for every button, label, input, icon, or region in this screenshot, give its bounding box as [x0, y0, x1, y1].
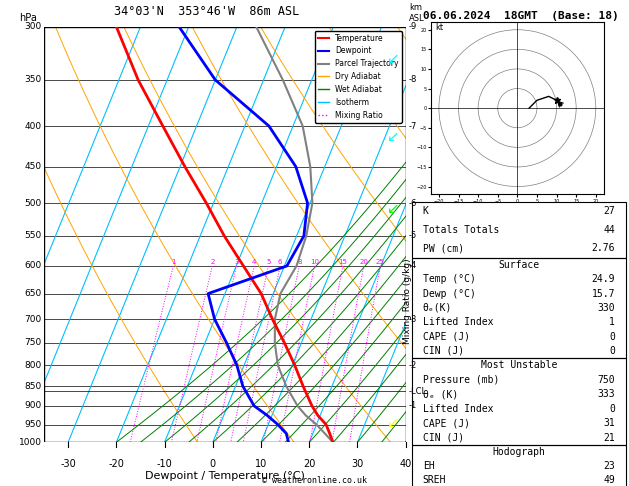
- Text: Mixing Ratio (g/kg): Mixing Ratio (g/kg): [403, 259, 412, 344]
- Text: -8: -8: [408, 75, 416, 85]
- Text: Lifted Index: Lifted Index: [423, 404, 493, 414]
- Text: 0: 0: [610, 331, 615, 342]
- Text: 20: 20: [303, 459, 316, 469]
- Text: 40: 40: [399, 459, 412, 469]
- Text: CIN (J): CIN (J): [423, 433, 464, 443]
- Text: km
ASL: km ASL: [409, 3, 425, 22]
- Text: -4: -4: [408, 261, 416, 270]
- Text: -3: -3: [408, 314, 416, 324]
- Text: -20: -20: [108, 459, 125, 469]
- Text: SREH: SREH: [423, 475, 446, 485]
- Text: 2.76: 2.76: [592, 243, 615, 253]
- Text: 800: 800: [25, 361, 42, 370]
- Text: 44: 44: [603, 225, 615, 235]
- Text: ↙: ↙: [387, 202, 399, 216]
- Bar: [412, 202, 626, 258]
- Text: 0: 0: [209, 459, 216, 469]
- Text: Dewpoint / Temperature (°C): Dewpoint / Temperature (°C): [145, 471, 305, 481]
- Bar: [412, 258, 626, 358]
- Text: 450: 450: [25, 162, 42, 171]
- Text: ↙: ↙: [387, 129, 399, 143]
- Text: 24.9: 24.9: [592, 274, 615, 284]
- Text: -10: -10: [157, 459, 172, 469]
- Text: 700: 700: [25, 314, 42, 324]
- Text: CIN (J): CIN (J): [423, 346, 464, 356]
- Text: 300: 300: [25, 22, 42, 31]
- Text: 10: 10: [255, 459, 267, 469]
- Text: 49: 49: [603, 475, 615, 485]
- Text: Lifted Index: Lifted Index: [423, 317, 493, 327]
- Text: -5: -5: [408, 231, 416, 241]
- Text: 333: 333: [598, 389, 615, 399]
- Text: ↙: ↙: [387, 416, 399, 430]
- Text: 750: 750: [25, 338, 42, 347]
- Text: 06.06.2024  18GMT  (Base: 18): 06.06.2024 18GMT (Base: 18): [423, 11, 618, 21]
- Text: Dewp (°C): Dewp (°C): [423, 289, 476, 298]
- Text: 1: 1: [610, 317, 615, 327]
- Text: 10: 10: [310, 259, 319, 265]
- Text: kt: kt: [435, 23, 443, 32]
- Text: 750: 750: [598, 375, 615, 385]
- Text: 2: 2: [210, 259, 214, 265]
- Text: 550: 550: [25, 231, 42, 241]
- Text: 350: 350: [25, 75, 42, 85]
- Text: 400: 400: [25, 122, 42, 131]
- Text: © weatheronline.co.uk: © weatheronline.co.uk: [262, 476, 367, 485]
- Text: -9: -9: [408, 22, 416, 31]
- Text: -1: -1: [408, 401, 416, 410]
- Text: Surface: Surface: [498, 260, 540, 270]
- Text: 21: 21: [603, 433, 615, 443]
- Text: -2: -2: [408, 361, 416, 370]
- Text: 900: 900: [25, 401, 42, 410]
- Text: 15.7: 15.7: [592, 289, 615, 298]
- Text: K: K: [423, 206, 428, 216]
- Text: 27: 27: [603, 206, 615, 216]
- Text: Totals Totals: Totals Totals: [423, 225, 499, 235]
- Text: ↙: ↙: [387, 51, 399, 66]
- Text: 6: 6: [278, 259, 282, 265]
- Text: 34°03'N  353°46'W  86m ASL: 34°03'N 353°46'W 86m ASL: [114, 5, 299, 18]
- Legend: Temperature, Dewpoint, Parcel Trajectory, Dry Adiabat, Wet Adiabat, Isotherm, Mi: Temperature, Dewpoint, Parcel Trajectory…: [314, 31, 402, 122]
- Text: 650: 650: [25, 289, 42, 298]
- Text: CAPE (J): CAPE (J): [423, 331, 470, 342]
- Text: Hodograph: Hodograph: [493, 447, 545, 457]
- Text: 23: 23: [603, 461, 615, 471]
- Text: -LCL: -LCL: [408, 386, 426, 396]
- Text: 950: 950: [25, 420, 42, 429]
- Text: -30: -30: [60, 459, 76, 469]
- Text: 1000: 1000: [19, 438, 42, 447]
- Text: 20: 20: [359, 259, 368, 265]
- Text: θₑ (K): θₑ (K): [423, 389, 458, 399]
- Text: 5: 5: [266, 259, 270, 265]
- Text: 25: 25: [376, 259, 384, 265]
- Text: 15: 15: [338, 259, 347, 265]
- Text: 31: 31: [603, 418, 615, 428]
- Text: -6: -6: [408, 199, 416, 208]
- Text: -7: -7: [408, 122, 416, 131]
- Text: 30: 30: [352, 459, 364, 469]
- Text: 3: 3: [234, 259, 239, 265]
- Text: Temp (°C): Temp (°C): [423, 274, 476, 284]
- Text: 1: 1: [171, 259, 175, 265]
- Text: 0: 0: [610, 404, 615, 414]
- Text: θₑ(K): θₑ(K): [423, 303, 452, 313]
- Text: 500: 500: [25, 199, 42, 208]
- Text: Pressure (mb): Pressure (mb): [423, 375, 499, 385]
- Bar: [412, 358, 626, 445]
- Bar: [412, 445, 626, 486]
- Text: Most Unstable: Most Unstable: [481, 361, 557, 370]
- Text: PW (cm): PW (cm): [423, 243, 464, 253]
- Text: EH: EH: [423, 461, 435, 471]
- Text: 0: 0: [610, 346, 615, 356]
- Text: 8: 8: [297, 259, 301, 265]
- Text: 4: 4: [252, 259, 257, 265]
- Text: 330: 330: [598, 303, 615, 313]
- Text: CAPE (J): CAPE (J): [423, 418, 470, 428]
- Text: 850: 850: [25, 382, 42, 391]
- Text: 600: 600: [25, 261, 42, 270]
- Text: hPa: hPa: [19, 13, 36, 22]
